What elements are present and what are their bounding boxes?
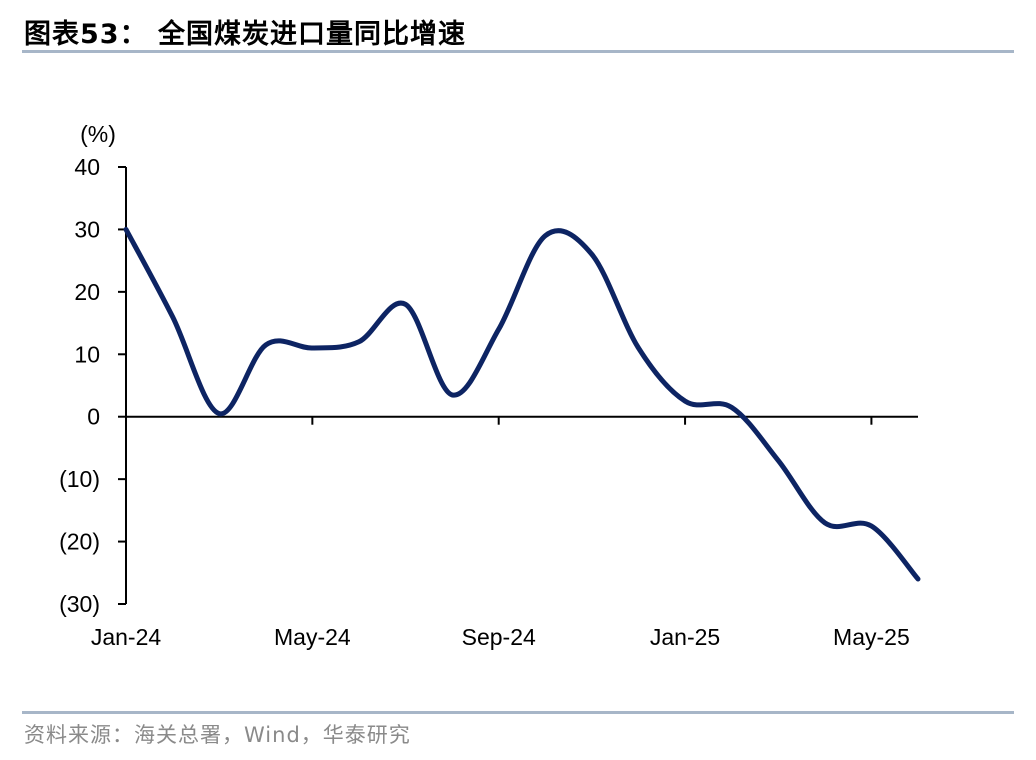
y-axis: 40 30 20 10 0 (10) (20) (30)	[59, 154, 127, 617]
y-tick-label: (10)	[59, 466, 100, 492]
x-axis: Jan-24 May-24 Sep-24 Jan-25 May-25	[91, 415, 918, 650]
x-tick-label: Sep-24	[462, 624, 536, 650]
source-note: 资料来源：海关总署，Wind，华泰研究	[24, 723, 411, 747]
x-tick-label: Jan-25	[650, 624, 720, 650]
series-group	[123, 226, 921, 582]
series-line	[123, 226, 921, 582]
y-tick-label: 40	[74, 154, 100, 180]
bottom-divider	[22, 711, 1014, 714]
top-divider	[22, 50, 1014, 53]
y-tick-label: 20	[74, 279, 100, 305]
y-tick-label: 10	[74, 341, 100, 367]
y-tick-label: (20)	[59, 529, 100, 555]
x-tick-label: Jan-24	[91, 624, 162, 650]
y-tick-label: (30)	[59, 591, 100, 617]
y-tick-label: 0	[87, 404, 100, 430]
y-tick-label: 30	[74, 216, 100, 242]
y-axis-label: (%)	[80, 121, 116, 147]
x-tick-label: May-24	[274, 624, 351, 650]
chart-title: 图表53： 全国煤炭进口量同比增速	[24, 19, 466, 50]
x-tick-label: May-25	[833, 624, 910, 650]
